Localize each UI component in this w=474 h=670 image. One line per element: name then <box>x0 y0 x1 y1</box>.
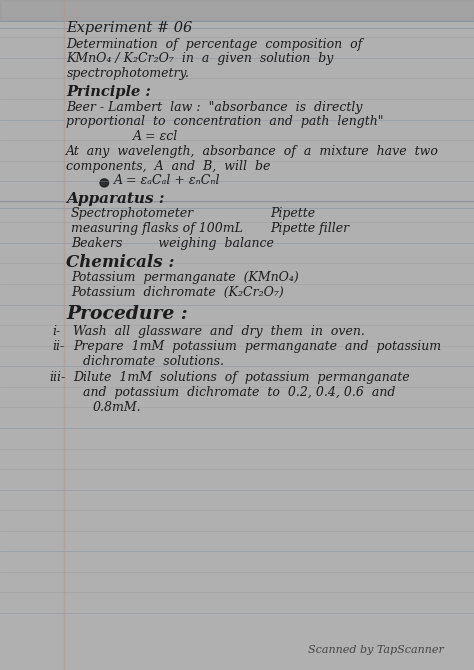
Text: components,  A  and  B,  will  be: components, A and B, will be <box>66 159 271 173</box>
Text: Apparatus :: Apparatus : <box>66 192 165 206</box>
Text: Beakers         weighing  balance: Beakers weighing balance <box>71 237 274 250</box>
Text: Scanned by TapScanner: Scanned by TapScanner <box>308 645 444 655</box>
Text: Potassium  permanganate  (KMnO₄): Potassium permanganate (KMnO₄) <box>71 271 299 284</box>
Text: and  potassium  dichromate  to  0.2, 0.4, 0.6  and: and potassium dichromate to 0.2, 0.4, 0.… <box>83 386 395 399</box>
Text: dichromate  solutions.: dichromate solutions. <box>83 354 224 368</box>
Text: proportional  to  concentration  and  path  length": proportional to concentration and path l… <box>66 115 384 129</box>
Text: Wash  all  glassware  and  dry  them  in  oven.: Wash all glassware and dry them in oven. <box>73 325 365 338</box>
Text: Principle :: Principle : <box>66 86 151 99</box>
Text: Procedure :: Procedure : <box>66 305 188 322</box>
Text: Beer - Lambert  law :  "absorbance  is  directly: Beer - Lambert law : "absorbance is dire… <box>66 100 363 114</box>
Ellipse shape <box>100 179 109 187</box>
Text: A = εcl: A = εcl <box>133 130 178 143</box>
Text: spectrophotometry.: spectrophotometry. <box>66 67 189 80</box>
Text: At  any  wavelength,  absorbance  of  a  mixture  have  two: At any wavelength, absorbance of a mixtu… <box>66 145 439 158</box>
Text: Determination  of  percentage  composition  of: Determination of percentage composition … <box>66 38 363 51</box>
Text: KMnO₄ / K₂Cr₂O₇  in  a  given  solution  by: KMnO₄ / K₂Cr₂O₇ in a given solution by <box>66 52 334 66</box>
Text: Pipette filler: Pipette filler <box>270 222 349 235</box>
Text: ii-: ii- <box>52 340 64 353</box>
Text: A = εₐCₐl + εₙCₙl: A = εₐCₐl + εₙCₙl <box>114 174 220 188</box>
Text: Dilute  1mM  solutions  of  potassium  permanganate: Dilute 1mM solutions of potassium perman… <box>73 371 410 385</box>
Text: iii-: iii- <box>50 371 66 385</box>
Text: Chemicals :: Chemicals : <box>66 254 175 271</box>
Text: 0.8mM.: 0.8mM. <box>92 401 141 414</box>
Text: i-: i- <box>52 325 60 338</box>
Text: Potassium  dichromate  (K₂Cr₂O₇): Potassium dichromate (K₂Cr₂O₇) <box>71 285 284 299</box>
Text: Experiment # 06: Experiment # 06 <box>66 21 192 35</box>
Bar <box>0 0 474 20</box>
Text: Prepare  1mM  potassium  permanganate  and  potassium: Prepare 1mM potassium permanganate and p… <box>73 340 442 353</box>
Text: measuring flasks of 100mL: measuring flasks of 100mL <box>71 222 243 235</box>
Text: Spectrophotometer: Spectrophotometer <box>71 207 194 220</box>
Text: Pipette: Pipette <box>270 207 315 220</box>
